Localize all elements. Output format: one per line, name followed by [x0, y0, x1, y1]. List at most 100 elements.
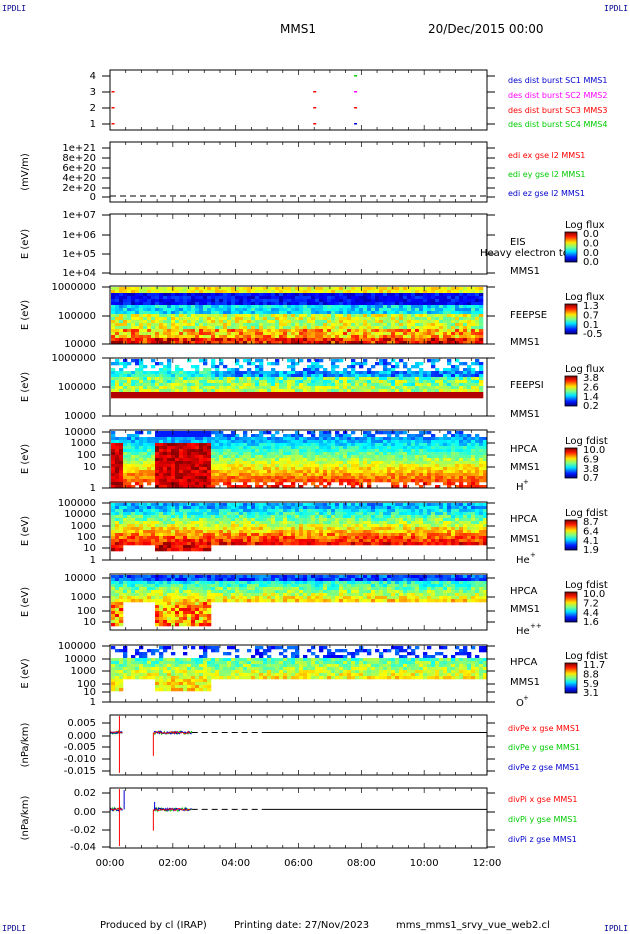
- spectrogram-cell: [127, 437, 132, 441]
- spectrogram-cell: [287, 320, 292, 324]
- spectrogram-cell: [371, 386, 376, 390]
- spectrogram-cell: [319, 383, 324, 387]
- spectrogram-cell: [427, 335, 432, 339]
- spectrogram-cell: [399, 332, 404, 336]
- spectrogram-cell: [211, 326, 216, 330]
- spectrogram-cell: [351, 479, 356, 483]
- spectrogram-cell: [119, 473, 124, 477]
- spectrogram-cell: [283, 338, 288, 342]
- spectrogram-cell: [459, 452, 464, 456]
- spectrogram-cell: [459, 299, 464, 303]
- spectrogram-cell: [295, 383, 300, 387]
- spectrogram-cell: [163, 320, 168, 324]
- spectrogram-cell: [155, 461, 160, 465]
- spectrogram-cell: [263, 395, 268, 399]
- spectrogram-cell: [139, 455, 144, 459]
- spectrogram-cell: [403, 287, 408, 291]
- spectrogram-cell: [135, 449, 140, 453]
- spectrogram-cell: [435, 392, 440, 396]
- spectrogram-cell: [247, 374, 252, 378]
- spectrogram-cell: [247, 446, 252, 450]
- spectrogram-cell: [275, 314, 280, 318]
- spectrogram-cell: [275, 317, 280, 321]
- spectrogram-cell: [423, 293, 428, 297]
- spectrogram-cell: [423, 308, 428, 312]
- spectrogram-cell: [119, 377, 124, 381]
- spectrogram-cell: [135, 374, 140, 378]
- spectrogram-cell: [431, 329, 436, 333]
- spectrogram-cell: [439, 476, 444, 480]
- spectrogram-cell: [119, 329, 124, 333]
- spectrogram-cell: [155, 470, 160, 474]
- spectrogram-cell: [415, 314, 420, 318]
- spectrogram-cell: [159, 458, 164, 462]
- spectrogram-cell: [187, 380, 192, 384]
- spectrogram-cell: [343, 368, 348, 372]
- spectrogram-cell: [335, 470, 340, 474]
- spectrogram-cell: [191, 326, 196, 330]
- burst-marker: [354, 107, 358, 109]
- spectrogram-cell: [175, 443, 180, 447]
- spectrogram-cell: [443, 467, 448, 471]
- spectrogram-cell: [195, 449, 200, 453]
- spectrogram-cell: [339, 335, 344, 339]
- spectrogram-cell: [135, 314, 140, 318]
- spectrogram-cell: [163, 392, 168, 396]
- spectrogram-cell: [199, 305, 204, 309]
- corner-label: IPDLI: [2, 4, 27, 13]
- spectrogram-cell: [399, 311, 404, 315]
- spectrogram-cell: [187, 392, 192, 396]
- spectrogram-cell: [311, 449, 316, 453]
- spectrogram-cell: [115, 506, 120, 510]
- spectrogram-cell: [195, 338, 200, 342]
- spectrogram-cell: [287, 452, 292, 456]
- spectrogram-cell: [147, 464, 152, 468]
- spectrogram-cell: [271, 311, 276, 315]
- spectrogram-cell: [459, 467, 464, 471]
- spectrogram-cell: [115, 377, 120, 381]
- spectrogram-cell: [331, 341, 336, 345]
- spectrogram-cell: [219, 461, 224, 465]
- spectrogram-cell: [143, 464, 148, 468]
- spectrogram-cell: [451, 437, 456, 441]
- spectrogram-cell: [159, 308, 164, 312]
- spectrogram-cell: [447, 368, 452, 372]
- spectrogram-cell: [203, 461, 208, 465]
- spectrogram-cell: [387, 464, 392, 468]
- spectrogram-cell: [259, 368, 264, 372]
- spectrogram-cell: [343, 314, 348, 318]
- spectrogram-cell: [287, 314, 292, 318]
- spectrogram-cell: [471, 464, 476, 468]
- spectrogram-cell: [363, 383, 368, 387]
- spectrogram-cell: [127, 464, 132, 468]
- spectrogram-cell: [291, 389, 296, 393]
- spectrogram-cell: [423, 470, 428, 474]
- spectrogram-cell: [115, 512, 120, 516]
- spectrogram-cell: [131, 320, 136, 324]
- spectrogram-cell: [411, 323, 416, 327]
- spectrogram-cell: [147, 533, 152, 537]
- spectrogram-cell: [435, 383, 440, 387]
- spectrogram-cell: [475, 470, 480, 474]
- spectrogram-cell: [463, 383, 468, 387]
- spectrogram-cell: [367, 443, 372, 447]
- spectrogram-cell: [127, 389, 132, 393]
- spectrogram-cell: [467, 335, 472, 339]
- spectrogram-cell: [115, 362, 120, 366]
- spectrogram-cell: [443, 314, 448, 318]
- spectrogram-cell: [111, 392, 116, 396]
- spectrogram-cell: [195, 461, 200, 465]
- spectrogram-cell: [207, 311, 212, 315]
- spectrogram-cell: [255, 302, 260, 306]
- spectrogram-cell: [215, 470, 220, 474]
- spectrogram-cell: [291, 452, 296, 456]
- spectrogram-cell: [239, 452, 244, 456]
- spectrogram-cell: [291, 314, 296, 318]
- spectrogram-cell: [227, 338, 232, 342]
- spectrogram-cell: [119, 533, 124, 537]
- spectrogram-cell: [351, 287, 356, 291]
- spectrogram-cell: [175, 434, 180, 438]
- spectrogram-cell: [459, 476, 464, 480]
- spectrogram-cell: [243, 431, 248, 435]
- spectrogram-cell: [135, 458, 140, 462]
